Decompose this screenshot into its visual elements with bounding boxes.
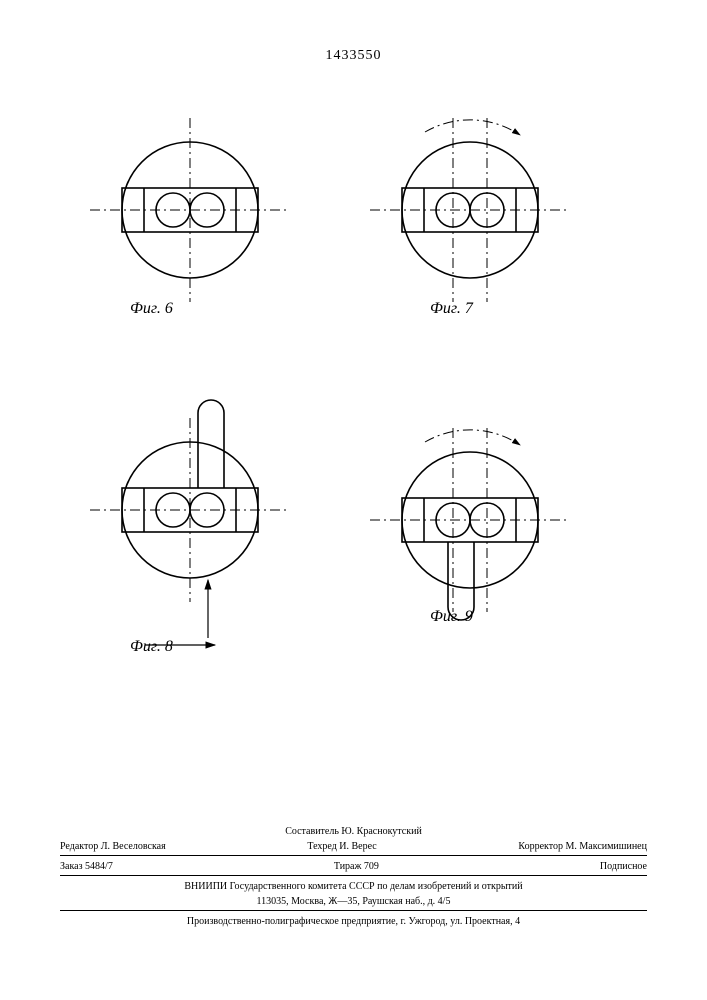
fig7-label: Фиг. 7 xyxy=(430,300,473,318)
fig9-label: Фиг. 9 xyxy=(430,608,473,626)
footer-addr1: 113035, Москва, Ж—35, Раушская наб., д. … xyxy=(60,895,647,908)
fig8-label: Фиг. 8 xyxy=(130,638,173,656)
fig7-diagram xyxy=(370,110,570,310)
footer-rule-2 xyxy=(60,875,647,876)
footer-subscr: Подписное xyxy=(600,860,647,873)
footer-rule-3 xyxy=(60,910,647,911)
footer-block: Составитель Ю. Краснокутский Редактор Л.… xyxy=(60,825,647,930)
footer-order: Заказ 5484/7 xyxy=(60,860,113,873)
fig6-diagram xyxy=(90,110,290,310)
footer-compiler: Составитель Ю. Краснокутский xyxy=(60,825,647,838)
footer-rule-1 xyxy=(60,855,647,856)
footer-editor: Редактор Л. Веселовская xyxy=(60,840,166,853)
fig8-diagram xyxy=(90,370,290,650)
page: 1433550 Фиг. 6 Фиг. 7 Фиг. 8 Фиг. 9 Сост… xyxy=(0,0,707,1000)
document-number: 1433550 xyxy=(0,48,707,64)
footer-tirazh: Тираж 709 xyxy=(334,860,379,873)
fig9-diagram xyxy=(370,400,570,640)
footer-org2: Производственно-полиграфическое предприя… xyxy=(60,915,647,928)
fig6-label: Фиг. 6 xyxy=(130,300,173,318)
footer-org1: ВНИИПИ Государственного комитета СССР по… xyxy=(60,880,647,893)
footer-tech: Техред И. Верес xyxy=(307,840,376,853)
footer-corrector: Корректор М. Максимишинец xyxy=(518,840,647,853)
